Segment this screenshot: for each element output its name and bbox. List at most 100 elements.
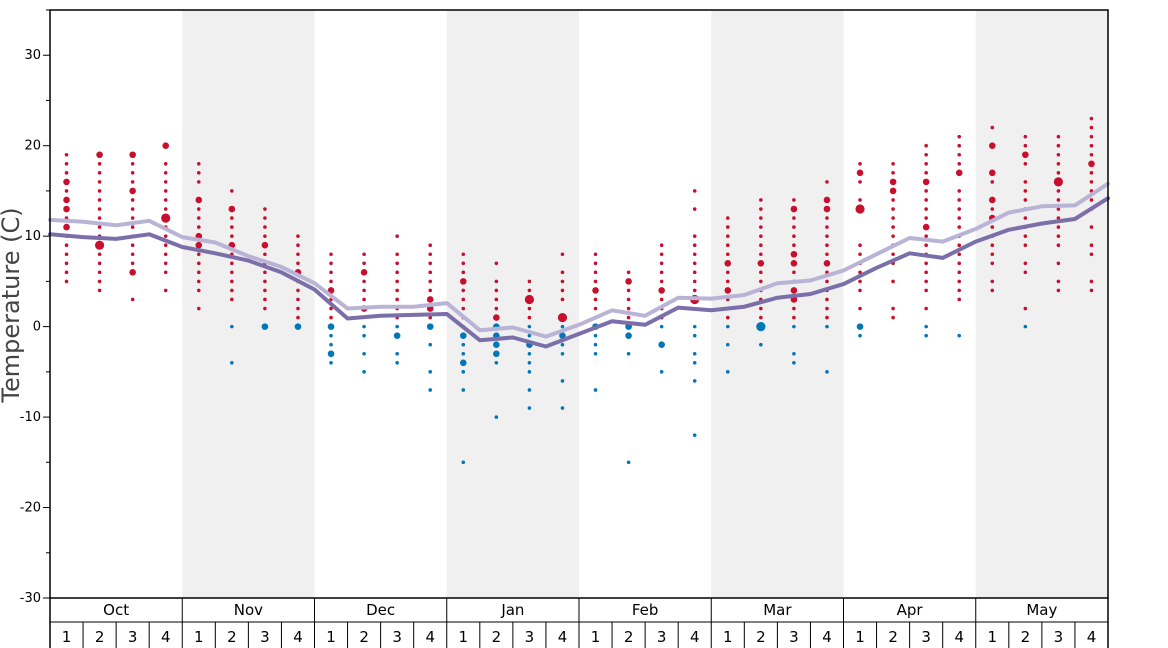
y-tick-label: 0 [33, 320, 41, 335]
cold-temperature-dot [230, 324, 234, 329]
warm-temperature-dot [1056, 161, 1061, 166]
warm-temperature-dot [759, 234, 763, 238]
warm-temperature-dot [626, 297, 631, 302]
warm-temperature-dot [891, 161, 895, 166]
month-band-jan [446, 10, 579, 598]
cold-temperature-dot [756, 322, 766, 332]
warm-temperature-dot [724, 287, 732, 294]
warm-temperature-dot [891, 171, 895, 175]
cold-temperature-dot [395, 361, 399, 365]
warm-temperature-dot [263, 270, 267, 275]
cold-temperature-dot [559, 332, 566, 339]
warm-temperature-dot [1089, 152, 1094, 157]
cold-temperature-dot [659, 324, 664, 329]
warm-temperature-dot [855, 204, 865, 214]
warm-temperature-dot [395, 261, 399, 266]
week-label: 2 [624, 628, 634, 646]
y-tick-label: 30 [24, 48, 41, 63]
warm-temperature-dot [759, 243, 763, 247]
warm-temperature-dot [494, 297, 499, 302]
warm-temperature-dot [825, 306, 829, 311]
warm-temperature-dot [461, 270, 466, 275]
warm-temperature-dot [593, 306, 598, 311]
warm-temperature-dot [527, 279, 532, 284]
warm-temperature-dot [163, 243, 168, 247]
warm-temperature-dot [162, 142, 170, 149]
warm-temperature-dot [97, 252, 102, 257]
warm-temperature-dot [990, 180, 995, 184]
cold-temperature-dot [494, 415, 499, 419]
warm-temperature-dot [990, 225, 995, 229]
warm-temperature-dot [196, 171, 201, 175]
cold-temperature-dot [527, 406, 532, 410]
cold-temperature-dot [858, 333, 862, 338]
warm-temperature-dot [823, 196, 831, 204]
warm-temperature-dot [725, 225, 730, 229]
warm-temperature-dot [263, 288, 267, 293]
warm-temperature-dot [527, 288, 532, 293]
warm-temperature-dot [196, 261, 201, 266]
y-tick-label: -20 [20, 501, 41, 516]
cold-temperature-dot [294, 323, 302, 330]
warm-temperature-dot [659, 297, 664, 302]
warm-temperature-dot [957, 252, 962, 257]
warm-temperature-dot [1023, 189, 1028, 193]
warm-temperature-dot [692, 234, 697, 238]
warm-temperature-dot [957, 225, 962, 229]
warm-temperature-dot [362, 288, 366, 293]
warm-temperature-dot [64, 261, 69, 266]
week-label: 2 [359, 628, 369, 646]
warm-temperature-dot [230, 225, 234, 229]
warm-temperature-dot [64, 152, 69, 157]
warm-temperature-dot [263, 216, 267, 220]
cold-temperature-dot [593, 388, 598, 392]
warm-temperature-dot [1089, 252, 1094, 257]
cold-temperature-dot [493, 341, 500, 349]
warm-temperature-dot [659, 252, 664, 257]
warm-temperature-dot [692, 261, 697, 266]
warm-temperature-dot [230, 216, 234, 220]
warm-temperature-dot [924, 198, 928, 202]
warm-temperature-dot [990, 279, 995, 284]
warm-temperature-dot [924, 243, 928, 247]
warm-temperature-dot [428, 261, 433, 266]
month-label-dec: Dec [366, 601, 395, 619]
warm-temperature-dot [161, 213, 171, 223]
cold-temperature-dot [560, 351, 565, 356]
week-label: 4 [558, 628, 568, 646]
week-label: 3 [1054, 628, 1064, 646]
warm-temperature-dot [296, 288, 300, 293]
warm-temperature-dot [461, 252, 466, 257]
cold-temperature-dot [428, 342, 433, 347]
warm-temperature-dot [924, 279, 928, 284]
warm-temperature-dot [395, 288, 399, 293]
warm-temperature-dot [924, 207, 928, 211]
warm-temperature-dot [163, 198, 168, 202]
warm-temperature-dot [196, 288, 201, 293]
warm-temperature-dot [362, 252, 366, 257]
cold-temperature-dot [692, 351, 697, 356]
warm-temperature-dot [759, 315, 763, 320]
warm-temperature-dot [1023, 198, 1028, 202]
warm-temperature-dot [757, 259, 765, 267]
warm-temperature-dot [1023, 161, 1028, 166]
warm-temperature-dot [163, 171, 168, 175]
warm-temperature-dot [64, 243, 69, 247]
warm-temperature-dot [858, 288, 862, 293]
warm-temperature-dot [823, 205, 831, 213]
warm-temperature-dot [1089, 288, 1094, 293]
cold-temperature-dot [792, 361, 796, 365]
warm-temperature-dot [196, 252, 201, 257]
cold-temperature-dot [362, 324, 366, 329]
warm-temperature-dot [1056, 171, 1061, 175]
warm-temperature-dot [129, 151, 136, 159]
warm-temperature-dot [1089, 180, 1094, 184]
week-label: 3 [392, 628, 402, 646]
warm-temperature-dot [1056, 134, 1061, 139]
warm-temperature-dot [97, 161, 102, 166]
week-label: 4 [822, 628, 832, 646]
warm-temperature-dot [593, 270, 598, 275]
warm-temperature-dot [825, 234, 829, 238]
warm-temperature-dot [196, 306, 201, 311]
warm-temperature-dot [1056, 279, 1061, 284]
